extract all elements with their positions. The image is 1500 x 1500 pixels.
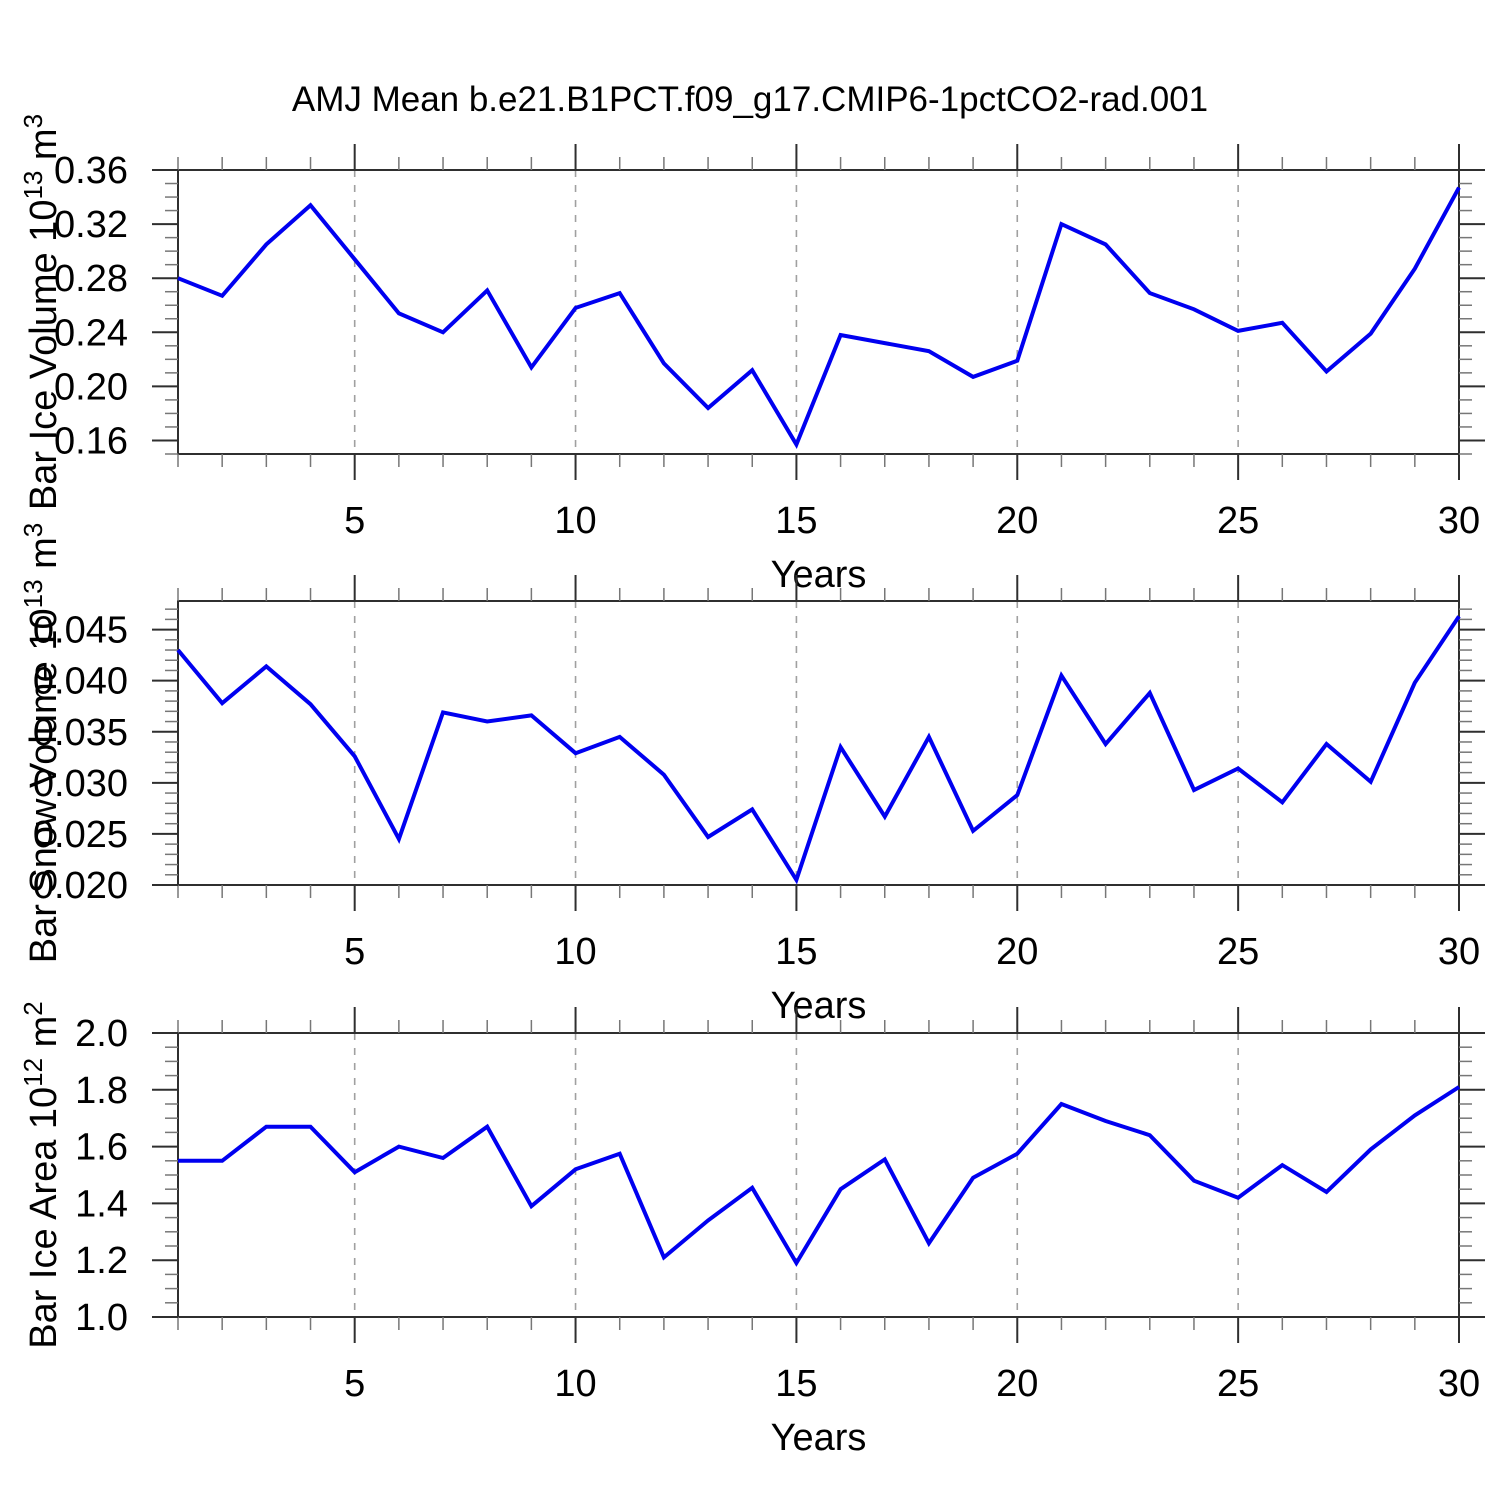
x-tick-label: 15 bbox=[775, 1363, 817, 1405]
x-tick-label: 15 bbox=[775, 500, 817, 542]
x-tick-label: 15 bbox=[775, 931, 817, 973]
x-tick-label: 25 bbox=[1217, 1363, 1259, 1405]
y-axis-title: Bar Ice Volume 1013 m3 bbox=[18, 114, 65, 510]
y-axis-title: Bar Snow Volume 1013 m3 bbox=[18, 523, 65, 964]
x-tick-label: 30 bbox=[1438, 500, 1480, 542]
x-tick-label: 20 bbox=[996, 1363, 1038, 1405]
x-tick-label: 20 bbox=[996, 500, 1038, 542]
y-tick-label: 0.36 bbox=[54, 150, 128, 192]
y-tick-label: 1.6 bbox=[75, 1127, 128, 1169]
y-tick-label: 1.0 bbox=[75, 1297, 128, 1339]
x-axis-title: Years bbox=[771, 1417, 867, 1459]
chart-panel-3: 1.0 1.2 1.4 1.6 1.8 2.0 5 10 15 20 25 30 Years Bar Ic… bbox=[18, 1001, 1485, 1459]
data-line bbox=[177, 186, 1461, 449]
x-tick-label: 25 bbox=[1217, 931, 1259, 973]
x-axis-title: Years bbox=[771, 554, 867, 596]
y-axis-title: Bar Ice Area 1012 m2 bbox=[18, 1001, 65, 1349]
y-tick-label: 0.030 bbox=[33, 763, 128, 805]
x-tick-label: 25 bbox=[1217, 500, 1259, 542]
y-tick-label: 0.28 bbox=[54, 258, 128, 300]
data-line bbox=[176, 615, 1461, 885]
figure-title: AMJ Mean b.e21.B1PCT.f09_g17.CMIP6-1pctC… bbox=[291, 80, 1209, 119]
x-tick-label: 10 bbox=[554, 931, 596, 973]
x-tick-label: 10 bbox=[554, 500, 596, 542]
y-tick-label: 0.035 bbox=[33, 712, 128, 754]
y-tick-label: 0.040 bbox=[33, 661, 128, 703]
y-tick-label: 2.0 bbox=[75, 1013, 128, 1055]
x-tick-label: 10 bbox=[554, 1363, 596, 1405]
y-tick-label: 1.8 bbox=[75, 1070, 128, 1112]
y-tick-label: 0.16 bbox=[54, 420, 128, 462]
y-tick-label: 0.24 bbox=[54, 312, 128, 354]
x-tick-label: 20 bbox=[996, 931, 1038, 973]
x-tick-label: 5 bbox=[344, 1363, 365, 1405]
x-tick-label: 5 bbox=[344, 931, 365, 973]
x-tick-label: 30 bbox=[1438, 1363, 1480, 1405]
y-tick-label: 1.2 bbox=[75, 1240, 128, 1282]
x-tick-label: 30 bbox=[1438, 931, 1480, 973]
chart-panel-2: 0.020 0.025 0.030 0.035 0.040 0.045 5 10 15 20 25 3… bbox=[18, 523, 1485, 1027]
y-tick-label: 0.020 bbox=[33, 865, 128, 907]
y-tick-label: 1.4 bbox=[75, 1183, 128, 1225]
chart-panel-1: 0.16 0.20 0.24 0.28 0.32 0.36 5 10 15 20 25 30 Years… bbox=[18, 114, 1485, 596]
y-tick-label: 0.32 bbox=[54, 204, 128, 246]
data-line bbox=[178, 1085, 1461, 1267]
plot-frame bbox=[177, 169, 1460, 455]
x-axis-title: Years bbox=[771, 985, 867, 1027]
plot-frame bbox=[177, 600, 1460, 886]
y-tick-label: 0.025 bbox=[33, 814, 128, 856]
y-tick-label: 0.045 bbox=[33, 610, 128, 652]
x-tick-label: 5 bbox=[344, 500, 365, 542]
y-tick-label: 0.20 bbox=[54, 366, 128, 408]
